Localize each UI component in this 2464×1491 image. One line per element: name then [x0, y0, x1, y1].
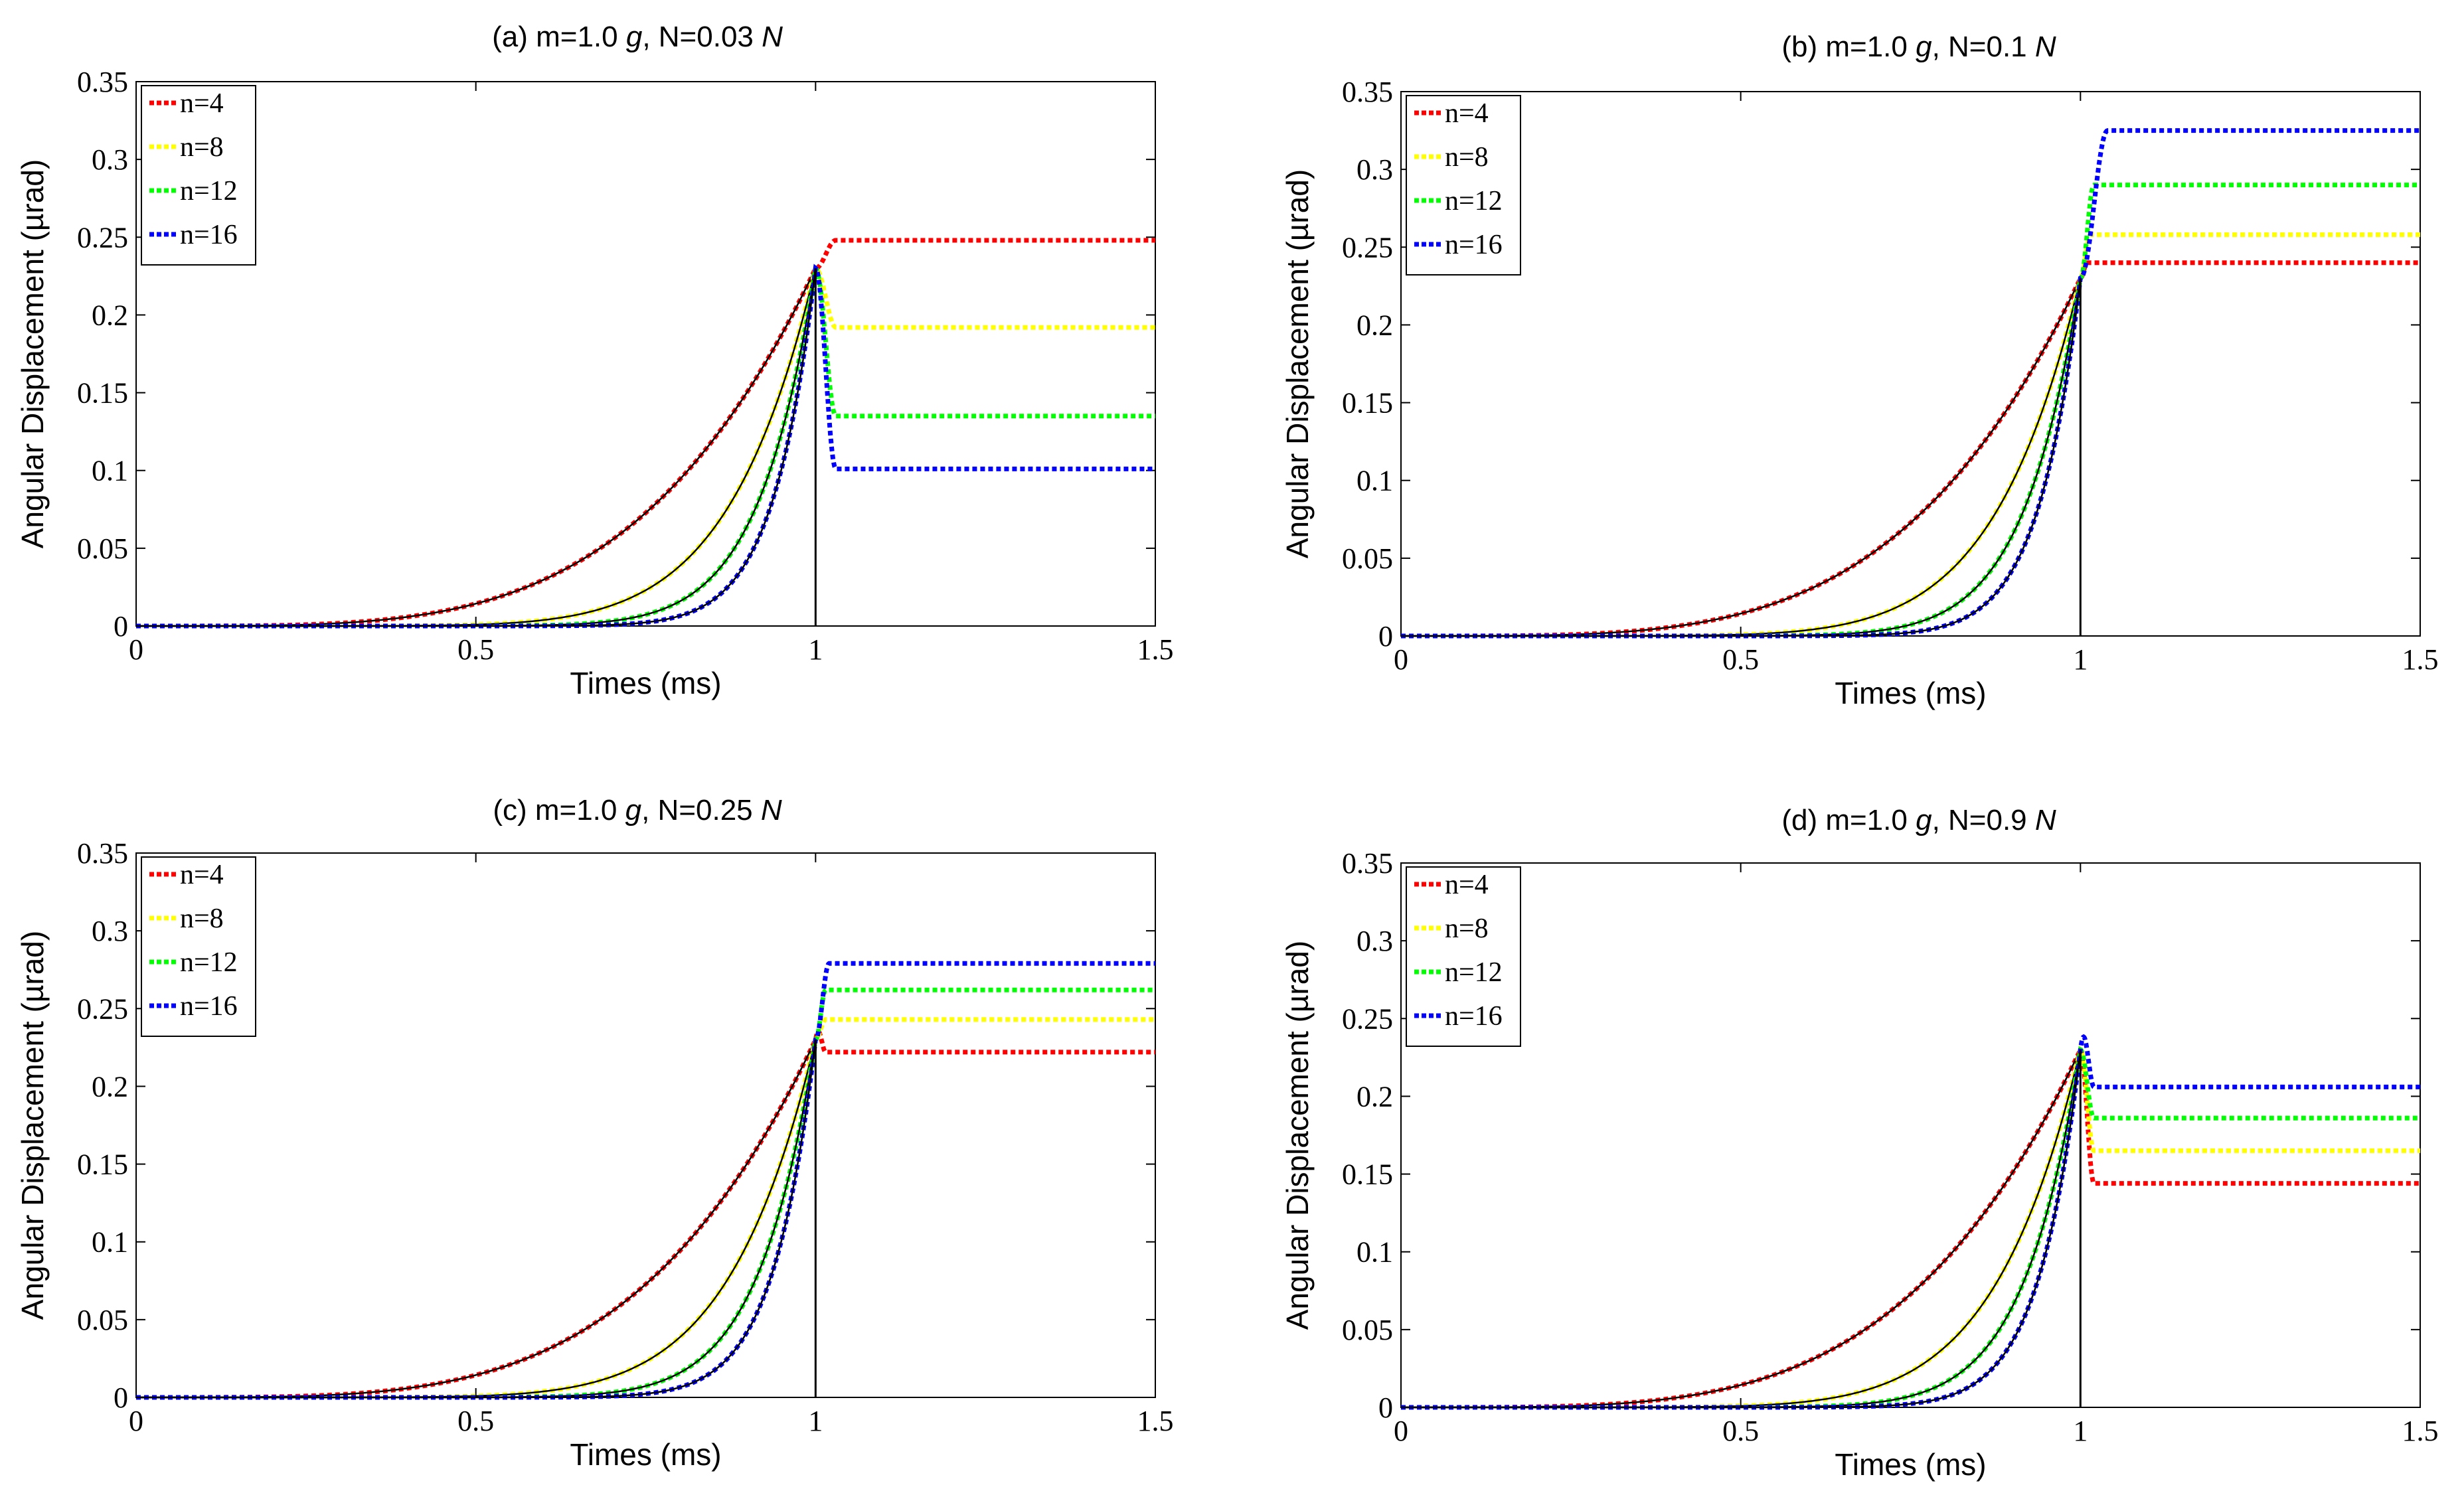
- y-axis-label: Angular Displacement (µrad): [1280, 169, 1315, 558]
- x-tick-label: 0.5: [1722, 1415, 1759, 1447]
- x-tick-label: 1.5: [1137, 1405, 1174, 1437]
- legend-entry: n=8: [180, 132, 224, 163]
- x-axis-label: Times (ms): [1835, 1447, 1986, 1482]
- chart-panel-a: (a) m=1.0 g, N=0.03 N 0 0.05 0.1 0.15 0.2 0.25…: [15, 21, 1174, 700]
- legend-entry: n=4: [180, 88, 224, 119]
- plot-area: [1400, 91, 2421, 637]
- y-tick-label: 0: [114, 1381, 128, 1414]
- legend-entry: n=4: [1445, 870, 1489, 900]
- legend-entry: n=12: [180, 947, 238, 978]
- y-tick-label: 0.2: [1356, 309, 1393, 341]
- y-axis-label: Angular Displacement (µrad): [1280, 941, 1315, 1330]
- y-tick-label: 0.05: [1342, 1314, 1393, 1346]
- y-tick-label: 0.25: [77, 221, 128, 254]
- legend-entry: n=16: [1445, 1001, 1503, 1032]
- reference-curve-n=16: [1401, 277, 2082, 637]
- y-tick-label: 0.25: [1342, 231, 1393, 264]
- x-axis-label: Times (ms): [570, 1437, 721, 1472]
- x-tick-label: 0: [129, 1405, 143, 1437]
- y-tick-label: 0.05: [77, 1304, 128, 1336]
- chart-title: (b) m=1.0 g, N=0.1 N: [1781, 31, 2056, 63]
- y-tick-label: 0.15: [77, 377, 128, 410]
- x-tick-label: 0.5: [1722, 643, 1759, 676]
- y-tick-label: 0.35: [77, 837, 128, 870]
- x-tick-label: 0: [1394, 1415, 1408, 1447]
- reference-curve-n=16: [1401, 1049, 2082, 1409]
- y-tick-label: 0.35: [77, 66, 128, 98]
- y-tick-label: 0.2: [1356, 1080, 1393, 1113]
- legend-entry: n=16: [1445, 230, 1503, 260]
- x-tick-label: 1.5: [2402, 643, 2439, 676]
- x-tick-label: 1: [2073, 643, 2088, 676]
- chart-panel-d: (d) m=1.0 g, N=0.9 N 0 0.05 0.1 0.15 0.2 0.25 0…: [1280, 804, 2439, 1482]
- x-tick-label: 1: [808, 1405, 823, 1437]
- x-tick-label: 1.5: [2402, 1415, 2439, 1447]
- plot-area: [135, 852, 1156, 1398]
- y-tick-label: 0.35: [1342, 847, 1393, 880]
- y-axis-label: Angular Displacement (µrad): [15, 159, 50, 548]
- legend-entry: n=12: [1445, 186, 1503, 216]
- y-tick-label: 0.25: [77, 992, 128, 1025]
- y-tick-label: 0.15: [1342, 387, 1393, 420]
- legend-entry: n=12: [1445, 957, 1503, 988]
- y-tick-label: 0.15: [1342, 1158, 1393, 1191]
- chart-panel-c: (c) m=1.0 g, N=0.25 N 0 0.05 0.1 0.15 0.2 0.25…: [15, 794, 1174, 1472]
- y-tick-label: 0.05: [1342, 542, 1393, 575]
- y-tick-label: 0.1: [1356, 465, 1393, 497]
- y-axis-label: Angular Displacement (µrad): [15, 931, 50, 1320]
- chart-title: (d) m=1.0 g, N=0.9 N: [1781, 804, 2056, 836]
- y-tick-label: 0.1: [92, 1226, 128, 1259]
- legend-entry: n=4: [180, 860, 224, 890]
- reference-curve-n=16: [136, 1039, 817, 1399]
- chart-title: (a) m=1.0 g, N=0.03 N: [492, 21, 783, 53]
- y-tick-label: 0.15: [77, 1148, 128, 1181]
- x-tick-label: 0.5: [457, 633, 494, 666]
- y-tick-label: 0: [1378, 620, 1393, 653]
- x-tick-label: 0: [1394, 643, 1408, 676]
- legend-entry: n=8: [180, 903, 224, 934]
- x-tick-label: 1: [2073, 1415, 2088, 1447]
- y-tick-label: 0: [1378, 1391, 1393, 1424]
- legend-entry: n=12: [180, 176, 238, 206]
- y-tick-label: 0: [114, 610, 128, 643]
- y-tick-label: 0.3: [92, 143, 128, 176]
- x-tick-label: 1.5: [1137, 633, 1174, 666]
- y-tick-label: 0.3: [1356, 925, 1393, 957]
- x-axis-label: Times (ms): [570, 666, 721, 700]
- y-tick-label: 0.2: [92, 1070, 128, 1103]
- y-tick-label: 0.3: [1356, 153, 1393, 186]
- y-tick-label: 0.3: [92, 915, 128, 947]
- y-tick-label: 0.2: [92, 299, 128, 331]
- legend-entry: n=16: [180, 991, 238, 1022]
- legend-entry: n=8: [1445, 142, 1489, 173]
- chart-title: (c) m=1.0 g, N=0.25 N: [493, 794, 782, 826]
- legend-entry: n=16: [180, 220, 238, 250]
- reference-curve-n=16: [136, 268, 817, 627]
- y-tick-label: 0.05: [77, 532, 128, 565]
- x-tick-label: 1: [808, 633, 823, 666]
- y-tick-label: 0.1: [92, 455, 128, 487]
- chart-panel-b: (b) m=1.0 g, N=0.1 N 0 0.05 0.1 0.15 0.2 0.25 0…: [1280, 31, 2439, 710]
- x-tick-label: 0.5: [457, 1405, 494, 1437]
- plot-area: [1400, 862, 2421, 1408]
- legend-entry: n=8: [1445, 913, 1489, 944]
- legend-entry: n=4: [1445, 98, 1489, 129]
- x-axis-label: Times (ms): [1835, 676, 1986, 710]
- y-tick-label: 0.25: [1342, 1002, 1393, 1035]
- y-tick-label: 0.1: [1356, 1236, 1393, 1269]
- x-tick-label: 0: [129, 633, 143, 666]
- plot-area: [135, 81, 1156, 627]
- y-tick-label: 0.35: [1342, 76, 1393, 108]
